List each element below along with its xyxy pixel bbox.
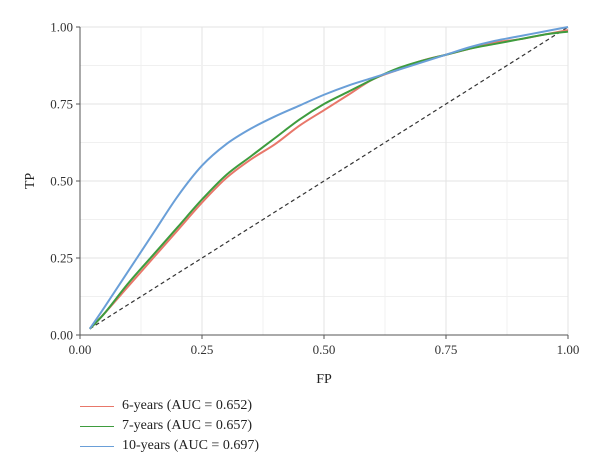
y-tick-labels: 0.00 0.25 0.50 0.75 1.00 (50, 20, 80, 343)
legend-swatch (80, 425, 114, 427)
x-axis-title: FP (316, 372, 332, 387)
legend-item-10-years: 10-years (AUC = 0.697) (80, 436, 259, 456)
x-tick-label: 1.00 (557, 342, 580, 357)
legend-label: 6-years (AUC = 0.652) (122, 398, 252, 413)
legend-item-6-years: 6-years (AUC = 0.652) (80, 396, 259, 416)
x-tick-label: 0.00 (69, 342, 92, 357)
y-tick-label: 0.00 (50, 328, 73, 343)
y-tick-label: 1.00 (50, 20, 73, 35)
y-tick-label: 0.50 (50, 174, 73, 189)
legend-label: 7-years (AUC = 0.657) (122, 418, 252, 433)
x-tick-label: 0.75 (435, 342, 458, 357)
legend-swatch (80, 405, 114, 407)
legend: 6-years (AUC = 0.652) 7-years (AUC = 0.6… (80, 396, 259, 456)
legend-swatch (80, 445, 114, 447)
series-lines (88, 26, 569, 330)
legend-label: 10-years (AUC = 0.697) (122, 438, 259, 453)
series-line-2 (88, 26, 569, 330)
series-line-1 (89, 30, 569, 330)
legend-item-7-years: 7-years (AUC = 0.657) (80, 416, 259, 436)
y-axis-title: TP (23, 173, 38, 190)
reference-line (89, 26, 569, 330)
y-tick-label: 0.75 (50, 97, 73, 112)
x-tick-labels: 0.00 0.25 0.50 0.75 1.00 (69, 335, 580, 357)
diagonal-reference-line (89, 26, 569, 330)
x-tick-label: 0.50 (313, 342, 336, 357)
roc-chart: 0.00 0.25 0.50 0.75 1.00 0.00 0.25 0.50 0.75 1.0… (23, 20, 580, 388)
x-tick-label: 0.25 (191, 342, 214, 357)
y-tick-label: 0.25 (50, 251, 73, 266)
series-line-0 (89, 29, 569, 330)
